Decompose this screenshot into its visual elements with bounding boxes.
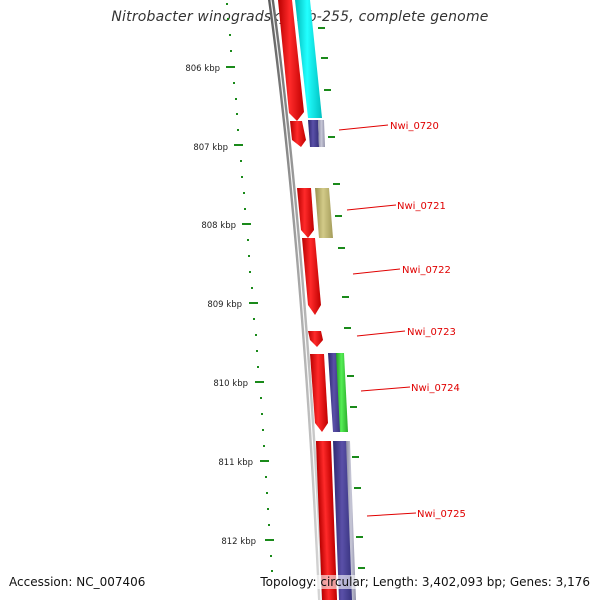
gene-feature[interactable] [297, 188, 314, 238]
scale-label: 810 kbp [213, 379, 248, 389]
scale-label: 808 kbp [201, 221, 236, 231]
gene-callouts[interactable] [338, 124, 417, 517]
gene-label-nwi-0720: Nwi_0720 [390, 121, 439, 132]
genome-backbone [268, 0, 324, 600]
scale-label: 809 kbp [207, 300, 242, 310]
gene-label-nwi-0725: Nwi_0725 [417, 509, 466, 520]
gene-feature[interactable] [315, 441, 338, 600]
gene-label-nwi-0722: Nwi_0722 [402, 265, 451, 276]
gene-label-nwi-0724: Nwi_0724 [411, 383, 460, 394]
gene-feature[interactable] [336, 353, 348, 432]
gene-feature[interactable] [290, 121, 306, 147]
scale-label: 806 kbp [185, 64, 220, 74]
gene-feature[interactable] [310, 354, 328, 432]
gene-label-nwi-0721: Nwi_0721 [397, 201, 446, 212]
feature-ticks [318, 27, 365, 569]
gene-labels[interactable]: Nwi_0720 Nwi_0721 Nwi_0722 Nwi_0723 Nwi_… [390, 121, 466, 520]
topology-text: Topology: circular; Length: 3,402,093 bp… [260, 575, 590, 589]
gene-label-nwi-0723: Nwi_0723 [407, 327, 456, 338]
gene-feature[interactable] [278, 0, 304, 121]
accession-text: Accession: NC_007406 [9, 575, 146, 589]
reverse-genes[interactable] [295, 0, 356, 600]
gene-feature[interactable] [318, 120, 325, 147]
gene-feature[interactable] [302, 238, 321, 315]
gene-feature[interactable] [295, 0, 322, 118]
scale-label: 807 kbp [193, 143, 228, 153]
scale-label: 812 kbp [221, 537, 256, 547]
scale-ticks [226, 3, 274, 572]
scale-labels: 806 kbp 807 kbp 808 kbp 809 kbp 810 kbp … [185, 64, 256, 547]
gene-feature[interactable] [308, 120, 319, 147]
gene-feature[interactable] [308, 331, 323, 347]
gene-feature[interactable] [315, 188, 333, 238]
gene-feature[interactable] [346, 441, 356, 600]
scale-label: 811 kbp [218, 458, 253, 468]
forward-genes[interactable] [278, 0, 338, 600]
